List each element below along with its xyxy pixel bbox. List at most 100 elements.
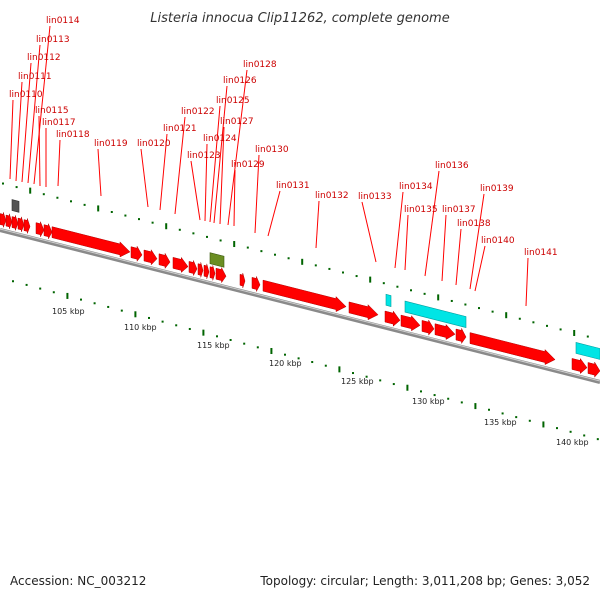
tick-mark <box>12 280 14 283</box>
leader-line <box>227 69 248 226</box>
gene-label: lin0126 <box>223 76 257 86</box>
leader-line <box>15 81 23 182</box>
tick-mark <box>138 218 140 221</box>
cds-arrow <box>35 221 45 237</box>
tick-mark <box>66 292 69 299</box>
genome-backbone <box>0 228 600 384</box>
cds-arrow <box>455 328 467 345</box>
tick-mark <box>382 282 385 285</box>
leader-line <box>213 85 228 224</box>
cds-arrow <box>11 215 19 231</box>
tick-mark <box>528 419 531 422</box>
tick-mark <box>161 320 164 323</box>
tick-mark <box>52 291 55 294</box>
tick-mark <box>39 287 42 290</box>
tick-mark <box>134 311 137 318</box>
leader-line <box>9 99 14 180</box>
pseudo-feature <box>11 199 20 213</box>
kbp-label: 105 kbp <box>52 307 85 316</box>
tick-mark <box>83 203 86 206</box>
tick-mark <box>107 305 110 308</box>
tick-mark <box>311 361 314 364</box>
cds-arrow <box>143 248 158 266</box>
tick-mark <box>515 416 518 419</box>
gene-label: lin0118 <box>56 130 90 140</box>
tick-mark <box>260 250 263 253</box>
cds-arrow <box>421 319 435 336</box>
leader-line <box>424 170 440 277</box>
leader-line <box>209 105 221 223</box>
tick-mark <box>256 346 259 349</box>
map-title: Listeria innocua Clip11262, complete gen… <box>150 11 449 26</box>
cds-arrow <box>262 279 347 313</box>
gene-label: lin0117 <box>42 118 76 128</box>
cds-arrow <box>215 267 227 284</box>
gene-label: lin0136 <box>435 161 469 171</box>
gene-label: lin0120 <box>137 139 171 149</box>
gene-label: lin0110 <box>9 90 43 100</box>
tick-mark <box>556 427 558 430</box>
gene-labels: lin0110 lin0111 lin0112 lin0113 lin0114 lin01… <box>9 16 558 258</box>
kbp-scale-labels: 105 kbp 110 kbp 115 kbp 120 kbp 125 kbp 130 k… <box>52 307 589 447</box>
tick-mark <box>178 228 181 231</box>
cds-arrow <box>251 276 261 292</box>
tick-mark <box>124 214 127 217</box>
gene-label: lin0115 <box>35 106 69 116</box>
leader-line <box>21 62 32 183</box>
tick-mark <box>355 275 358 278</box>
tick-mark <box>70 200 72 203</box>
tick-mark <box>460 401 463 404</box>
tick-mark <box>93 302 96 305</box>
cds-arrow <box>51 226 131 258</box>
tick-mark <box>518 317 521 320</box>
leader-line <box>97 148 102 197</box>
tick-mark <box>80 298 82 301</box>
gene-label: lin0133 <box>358 192 392 202</box>
tick-mark <box>488 408 490 411</box>
leader-line <box>404 214 409 271</box>
leader-line <box>159 133 168 211</box>
tick-mark <box>532 321 535 324</box>
kbp-label: 110 kbp <box>124 323 157 332</box>
cds-arrow <box>0 212 7 228</box>
gene-label: lin0122 <box>181 107 215 117</box>
gene-label: lin0129 <box>231 160 265 170</box>
rna-feature <box>575 342 600 360</box>
gene-label: lin0137 <box>442 205 476 215</box>
lower-tick-track <box>12 280 599 441</box>
tick-mark <box>2 182 4 185</box>
kbp-label: 120 kbp <box>269 359 302 368</box>
gene-label: lin0131 <box>276 181 310 191</box>
cds-arrow <box>197 262 204 278</box>
tick-mark <box>110 210 113 213</box>
tick-mark <box>287 257 290 260</box>
tick-mark <box>270 348 273 355</box>
leader-line <box>33 25 51 185</box>
tick-mark <box>42 193 45 196</box>
cds-arrow <box>239 272 246 289</box>
gene-label: lin0124 <box>203 134 237 144</box>
topology-text: Topology: circular; Length: 3,011,208 bp… <box>260 574 590 588</box>
upper-tick-track <box>2 182 589 338</box>
cds-arrow <box>5 213 13 229</box>
tick-mark <box>573 329 576 336</box>
tick-mark <box>175 324 178 327</box>
gene-label: lin0132 <box>315 191 349 201</box>
kbp-label: 140 kbp <box>556 438 589 447</box>
label-leader-lines <box>9 25 529 307</box>
cds-arrow <box>384 310 401 327</box>
leader-line <box>254 154 260 234</box>
tick-mark <box>25 283 28 286</box>
tick-mark <box>97 205 100 212</box>
leader-line <box>140 148 149 208</box>
gene-label: lin0141 <box>524 248 558 258</box>
cds-arrow <box>172 256 189 273</box>
gene-label: lin0119 <box>94 139 128 149</box>
tick-mark <box>206 235 208 238</box>
tick-mark <box>423 292 426 295</box>
tick-mark <box>219 239 222 242</box>
rna-feature <box>404 300 467 328</box>
tick-mark <box>297 357 300 360</box>
gene-label: lin0140 <box>481 236 515 246</box>
leader-line <box>394 191 404 269</box>
